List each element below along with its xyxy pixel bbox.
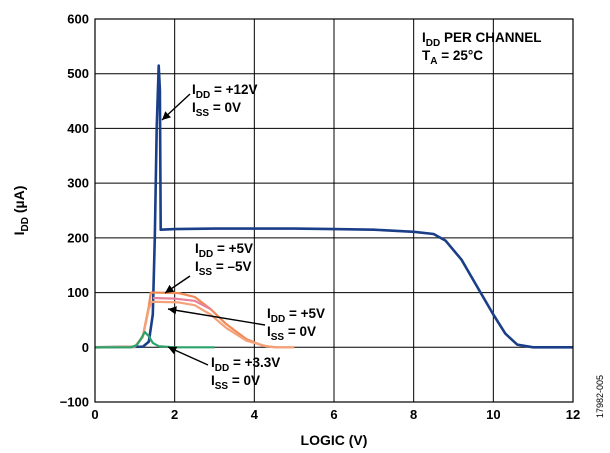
x-tick-label: 2 [171,407,178,422]
x-tick-labels: 0 2 4 6 8 10 12 [91,407,580,422]
y-tick-label: 200 [67,230,89,245]
annotation-line: ISS = –5V [195,259,252,278]
x-tick-label: 0 [91,407,98,422]
annotation-line: ISS = 0V [192,100,241,119]
series-line [152,296,212,310]
x-tick-label: 10 [486,407,500,422]
x-tick-label: 4 [251,407,259,422]
annotation-arrow [167,306,266,326]
plot-frame [94,18,574,403]
x-tick-label: 8 [410,407,417,422]
annotation-line: ISS = 0V [211,373,260,392]
series-lines [94,64,573,349]
y-tick-label: 300 [67,176,89,191]
y-axis-label: IDD (µA) [11,186,31,236]
y-tick-label: 600 [67,12,89,27]
series-line [94,64,573,349]
x-axis-label: LOGIC (V) [301,432,368,448]
figure-id: 17982-005 [595,375,605,418]
series-line [95,330,215,349]
x-tick-label: 6 [330,407,337,422]
legend-box: IDD PER CHANNEL TA = 25°C [422,30,541,67]
y-tick-labels: 600 500 400 300 200 100 0 −100 [60,12,89,410]
annotation-arrow [167,346,209,366]
annotation-arrow [161,93,191,121]
x-tick-label: 12 [566,407,580,422]
y-tick-label: 400 [67,121,89,136]
y-tick-label: −100 [60,395,89,410]
y-tick-label: 0 [82,340,89,355]
legend-line-1: IDD PER CHANNEL [422,30,541,49]
legend-line-2: TA = 25°C [422,48,483,67]
grid [95,19,573,402]
annotation-arrow [164,275,191,294]
annotation-line: IDD = +3.3V [211,355,280,374]
annotation-line: ISS = 0V [267,324,316,343]
annotation-line: IDD = +5V [195,241,253,260]
y-tick-label: 500 [67,66,89,81]
annotation-line: IDD = +12V [192,82,258,101]
y-tick-label: 100 [67,285,89,300]
annotation-line: IDD = +5V [267,306,325,325]
